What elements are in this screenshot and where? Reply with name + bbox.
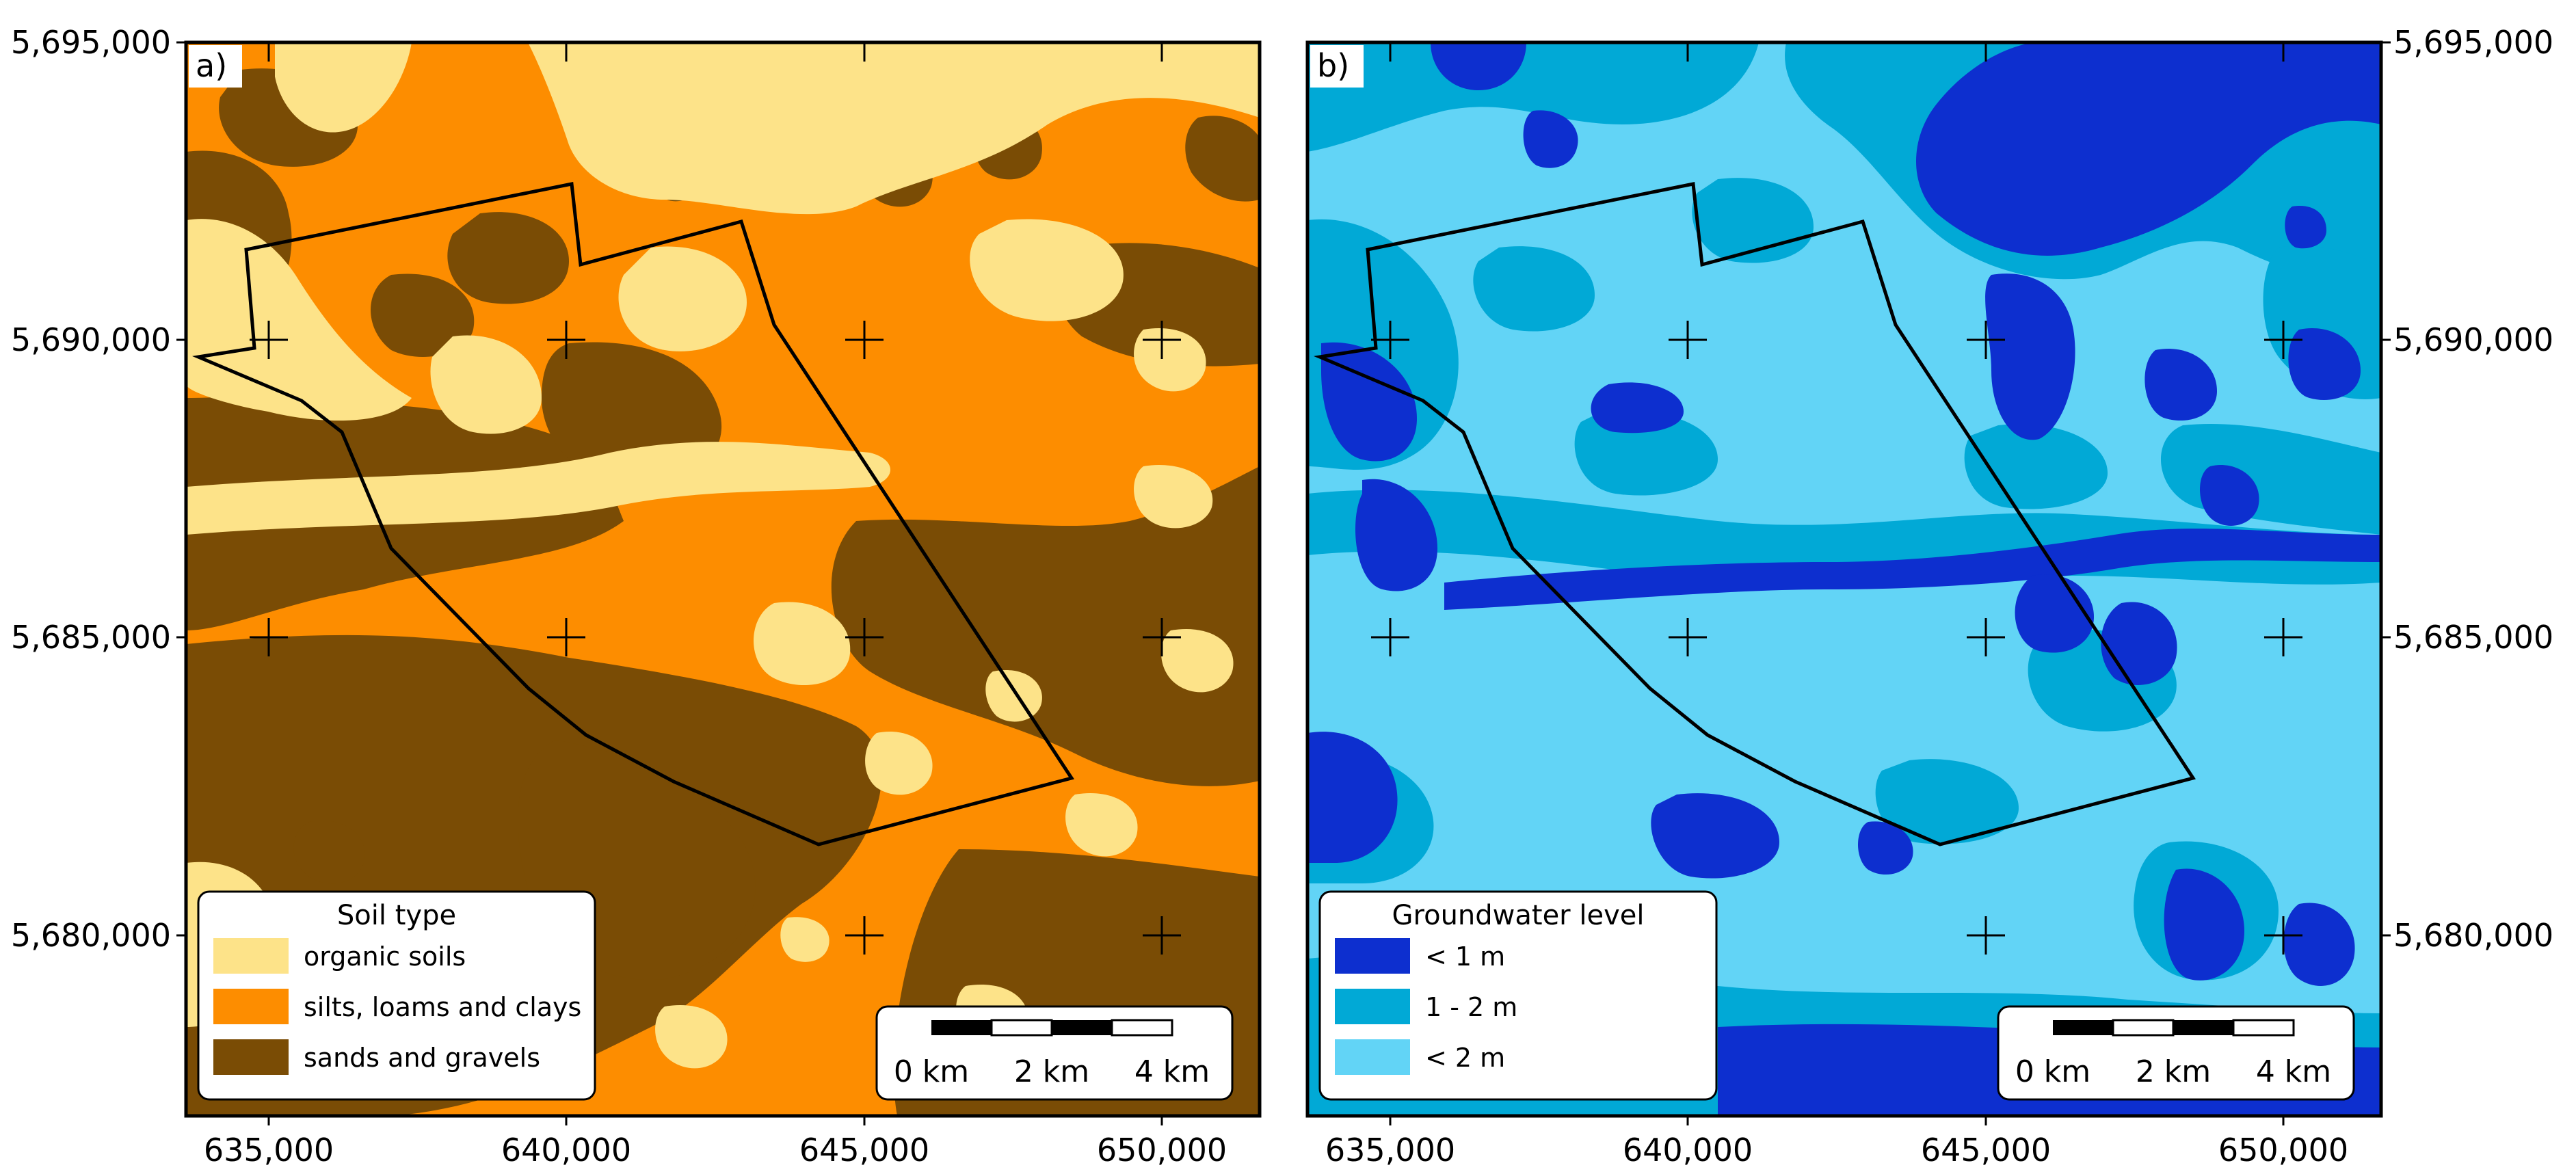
x-tick-label: 650,000: [2218, 1132, 2348, 1169]
panel-a-map-area: [186, 42, 1260, 1116]
y-tick-label: 5,685,000: [11, 619, 171, 656]
legend-item-label: 1 - 2 m: [1425, 992, 1517, 1022]
legend-title: Groundwater level: [1392, 900, 1645, 931]
scale-label: 2 km: [2136, 1054, 2211, 1089]
x-tick-label: 650,000: [1097, 1132, 1227, 1169]
legend-swatch-sands: [213, 1039, 289, 1075]
y-tick-label: 5,695,000: [11, 24, 171, 61]
legend-swatch-under-2m: [1335, 1039, 1410, 1075]
legend-item-label: organic soils: [304, 942, 466, 972]
map-frame: [1305, 40, 2383, 1118]
study-area-boundary: [191, 182, 1074, 846]
x-tick-label: 635,000: [204, 1132, 334, 1169]
x-axis-panel-a: 635,000 640,000 645,000 650,000: [204, 1116, 1227, 1169]
map-frame: [184, 40, 1262, 1118]
legend-swatch-1-2m: [1335, 989, 1410, 1024]
panel-b-label: b): [1317, 47, 1349, 84]
panel-a-soil-map: a) Soil type organic soils silts, loams …: [184, 40, 1262, 1118]
x-tick-label: 635,000: [1325, 1132, 1455, 1169]
gw-zones-under-1m: [1307, 42, 2381, 1116]
y-tick-label: 5,680,000: [11, 917, 171, 954]
y-tick-label: 5,695,000: [2393, 24, 2553, 61]
y-tick-label: 5,685,000: [2393, 619, 2553, 656]
legend-item-label: < 1 m: [1425, 942, 1505, 972]
legend-swatch-organic: [213, 938, 289, 974]
legend-groundwater-level: Groundwater level < 1 m 1 - 2 m < 2 m: [1318, 890, 1718, 1101]
legend-item-label: sands and gravels: [304, 1043, 540, 1073]
legend-swatch-silts: [213, 989, 289, 1024]
y-tick-label: 5,680,000: [2393, 917, 2553, 954]
panel-b-map-area: [1307, 42, 2381, 1116]
scale-label: 0 km: [2015, 1054, 2090, 1089]
legend-title: Soil type: [337, 900, 456, 931]
scale-bar: 0 km 2 km 4 km: [1997, 1005, 2355, 1101]
scale-label: 4 km: [1134, 1054, 1210, 1089]
x-tick-label: 640,000: [1623, 1132, 1753, 1169]
scale-bar: 0 km 2 km 4 km: [875, 1005, 1234, 1101]
panel-b-groundwater-map: b) Groundwater level < 1 m 1 - 2 m < 2 m…: [1305, 40, 2383, 1118]
legend-swatch-under-1m: [1335, 938, 1410, 974]
scale-label: 0 km: [894, 1054, 969, 1089]
y-tick-label: 5,690,000: [11, 321, 171, 358]
study-area-boundary: [1313, 182, 2196, 846]
y-axis-left: 5,695,000 5,690,000 5,685,000 5,680,000: [11, 24, 186, 954]
scale-label: 4 km: [2256, 1054, 2331, 1089]
x-tick-label: 645,000: [1921, 1132, 2051, 1169]
x-tick-label: 645,000: [799, 1132, 929, 1169]
panel-a-label: a): [196, 47, 227, 84]
panel-tag: b): [1310, 45, 1364, 88]
legend-soil-type: Soil type organic soils silts, loams and…: [197, 890, 596, 1101]
x-axis-panel-b: 635,000 640,000 645,000 650,000: [1325, 1116, 2348, 1169]
y-tick-label: 5,690,000: [2393, 321, 2553, 358]
x-tick-label: 640,000: [501, 1132, 631, 1169]
scale-label: 2 km: [1014, 1054, 1089, 1089]
legend-item-label: < 2 m: [1425, 1043, 1505, 1073]
legend-item-label: silts, loams and clays: [304, 992, 581, 1022]
panel-tag: a): [189, 45, 242, 88]
y-axis-right: 5,695,000 5,690,000 5,685,000 5,680,000: [2381, 24, 2553, 954]
